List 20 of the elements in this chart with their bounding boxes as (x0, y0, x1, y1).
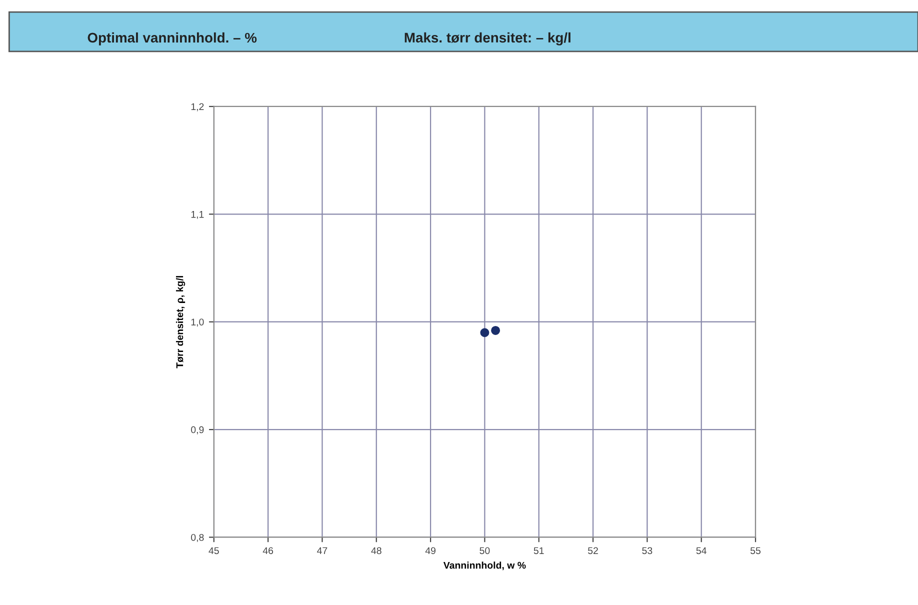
x-tick-label: 55 (750, 547, 761, 554)
x-tick-label: 51 (534, 547, 544, 554)
y-axis-title: Tørr densitet, ρ, kg/l (176, 276, 186, 368)
x-tick-label: 46 (262, 547, 274, 554)
x-tick-label: 50 (480, 547, 490, 554)
y-tick-label: 0,8 (191, 534, 204, 542)
y-tick-label: 0,9 (191, 426, 204, 434)
x-tick-label: 45 (208, 547, 219, 554)
text: Maks. tørr densitet: – kg/l (404, 32, 570, 46)
y-tick-label: 1,1 (191, 211, 204, 219)
y-tick-label: 1,0 (191, 318, 204, 327)
x-tick-label: 54 (696, 547, 706, 554)
x-tick-label: 52 (588, 547, 598, 554)
y-tick-label: 1,2 (191, 103, 204, 112)
x-tick-label: 49 (425, 547, 436, 554)
x-tick-label: 53 (642, 547, 652, 554)
x-tick-label: 47 (317, 547, 328, 554)
text: Optimal vanninnhold. – % (88, 32, 257, 46)
x-axis-title: Vanninnhold, w % (443, 562, 526, 570)
x-tick-label: 48 (371, 547, 382, 554)
